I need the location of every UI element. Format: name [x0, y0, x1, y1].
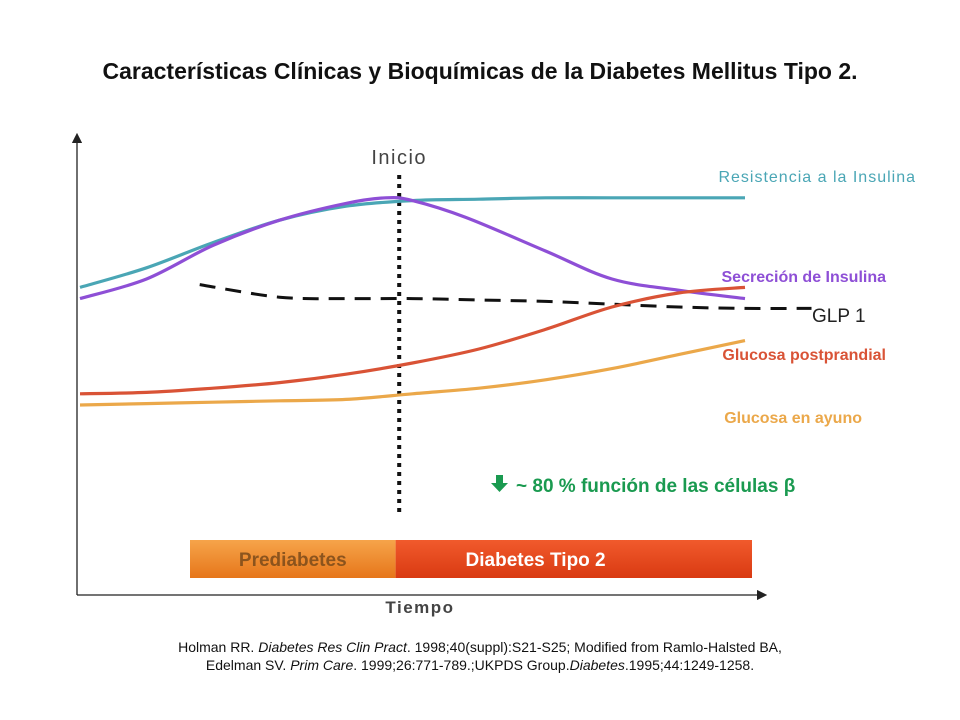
series-line-glucosa-ayuno: [79, 339, 746, 407]
label-resistencia: Resistencia a la Insulina: [718, 169, 916, 186]
x-axis-label: Tiempo: [385, 598, 454, 617]
citation-journal-3: Diabetes: [569, 657, 625, 673]
series-group: [79, 195, 812, 407]
phase-label-diabetes-tipo2: Diabetes Tipo 2: [466, 550, 606, 571]
annotation-text: ~ 80 % función de las células β: [516, 476, 795, 497]
page-title: Características Clínicas y Bioquímicas d…: [102, 58, 858, 84]
phase-bar-diabetes-tipo2: [395, 540, 752, 578]
onset-label: Inicio: [371, 147, 427, 169]
label-secrecion: Secreción de Insulina: [722, 269, 887, 286]
citation-prefix: Holman RR.: [178, 639, 259, 655]
label-glucosa-postprandial: Glucosa postprandial: [722, 347, 886, 364]
citation: Holman RR. Diabetes Res Clin Pract. 1998…: [170, 638, 790, 674]
arrow-down-icon: [491, 475, 508, 492]
phase-label-prediabetes: Prediabetes: [239, 550, 347, 571]
citation-journal-2: Prim Care: [290, 657, 354, 673]
citation-part-2: . 1998;40(suppl):S21-S25; Modified from …: [205, 639, 782, 673]
phase-bars: Prediabetes Diabetes Tipo 2: [190, 540, 752, 578]
label-glucosa-ayuno: Glucosa en ayuno: [724, 410, 862, 427]
citation-part-4: .1995;44:1249-1258.: [624, 657, 755, 673]
series-line-glucosa-postprandial: [79, 285, 746, 396]
series-line-secrecion: [79, 195, 746, 301]
citation-part-3: . 1999;26:771-789.;UKPDS Group.: [353, 657, 570, 673]
label-glp1: GLP 1: [812, 306, 866, 327]
series-line-resistencia: [79, 196, 745, 289]
series-line-glp1: [199, 283, 812, 310]
phase-bar-prediabetes: [190, 540, 396, 578]
annotation-beta-cells: ~ 80 % función de las células β: [491, 475, 795, 497]
citation-journal-1: Diabetes Res Clin Pract: [258, 639, 407, 655]
